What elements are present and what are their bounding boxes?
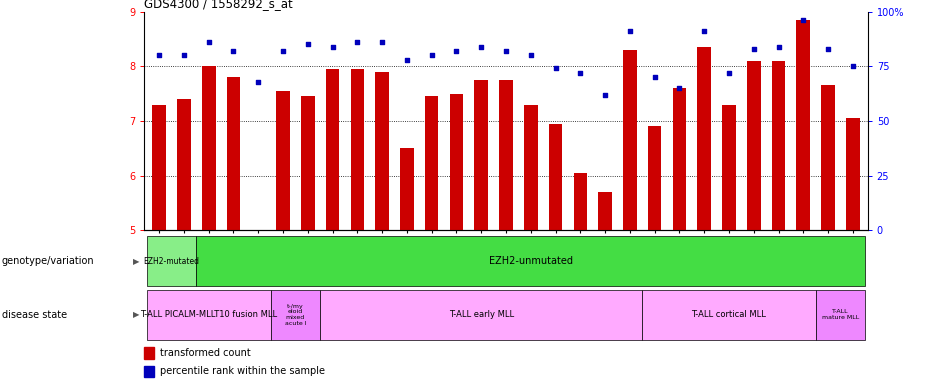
Text: disease state: disease state [2,310,67,320]
Text: T-ALL cortical MLL: T-ALL cortical MLL [692,310,766,319]
Bar [144,347,154,359]
Point [573,70,587,76]
Point [647,74,662,80]
Bar [425,96,439,230]
Bar [351,69,364,230]
Point [672,85,687,91]
Bar [623,50,637,230]
Bar [772,61,786,230]
Text: T-ALL PICALM-MLLT10 fusion MLL: T-ALL PICALM-MLLT10 fusion MLL [141,310,277,319]
Text: EZH2-unmutated: EZH2-unmutated [489,256,573,266]
Bar [144,366,154,377]
Point [771,43,786,50]
Point [374,39,389,45]
Bar [271,290,320,340]
Point [425,52,439,58]
Bar [599,192,612,230]
Point [449,48,464,54]
Bar [816,290,865,340]
Bar [697,47,711,230]
Bar [573,173,587,230]
Point [623,28,638,34]
Text: T-ALL early MLL: T-ALL early MLL [449,310,514,319]
Bar [147,290,271,340]
Point [696,28,711,34]
Bar [202,66,216,230]
Bar [672,88,686,230]
Text: GDS4300 / 1558292_s_at: GDS4300 / 1558292_s_at [144,0,293,10]
Bar [177,99,191,230]
Bar [722,104,735,230]
Bar [524,104,537,230]
Bar [648,126,661,230]
Point [474,43,489,50]
Text: ▶: ▶ [133,257,140,266]
Point [226,48,241,54]
Bar [326,69,340,230]
Bar [747,61,761,230]
Text: percentile rank within the sample: percentile rank within the sample [160,366,325,376]
Bar [375,72,389,230]
Bar [499,80,513,230]
Bar [153,104,166,230]
Point [796,17,811,23]
Point [301,41,316,47]
Bar [450,94,464,230]
Text: EZH2-mutated: EZH2-mutated [143,257,199,266]
Point [845,63,860,70]
Bar [821,85,835,230]
Point [325,43,340,50]
Bar [277,91,290,230]
Point [523,52,538,58]
Point [499,48,514,54]
Point [152,52,167,58]
Point [350,39,365,45]
Point [250,78,265,84]
Bar [400,148,413,230]
Text: t-/my
eloid
mixed
acute l: t-/my eloid mixed acute l [285,304,306,326]
Point [747,46,762,52]
Bar [796,20,810,230]
Text: T-ALL
mature MLL: T-ALL mature MLL [822,310,859,320]
Text: genotype/variation: genotype/variation [2,256,94,266]
Bar [846,118,859,230]
Bar [475,80,488,230]
Point [201,39,216,45]
Point [548,65,563,71]
Point [276,48,290,54]
Bar [226,77,240,230]
Bar [301,96,315,230]
Point [820,46,835,52]
Bar [548,124,562,230]
Point [722,70,736,76]
Point [598,92,613,98]
Text: transformed count: transformed count [160,348,251,358]
Bar [320,290,642,340]
Text: ▶: ▶ [133,310,140,319]
Point [399,56,414,63]
Bar [147,236,196,286]
Point [177,52,192,58]
Bar [642,290,816,340]
